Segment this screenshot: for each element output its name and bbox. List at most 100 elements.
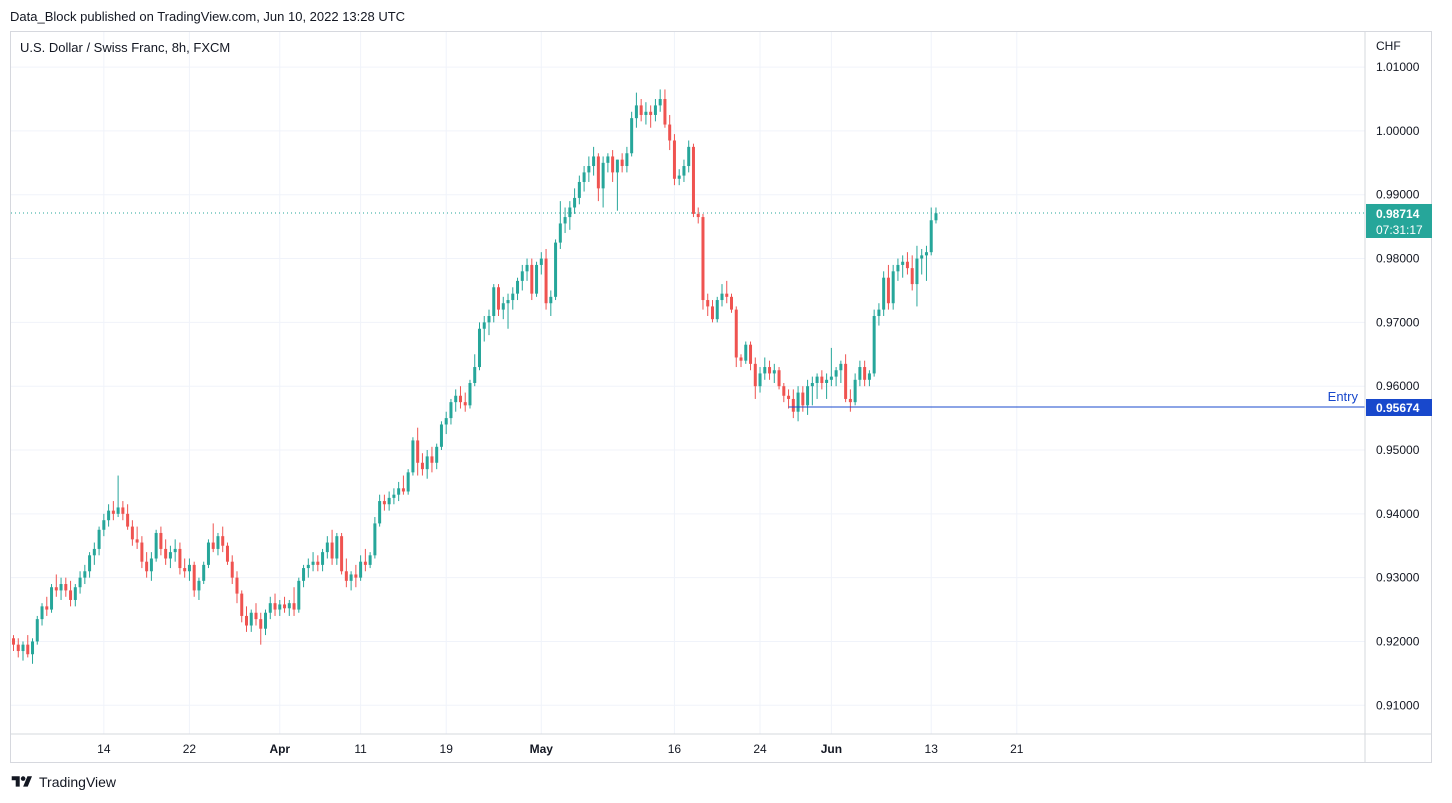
x-tick-label: Jun [821, 742, 842, 756]
candle [292, 587, 296, 616]
brand-name: TradingView [39, 774, 117, 790]
candle-body [97, 529, 101, 549]
candle-body [354, 574, 358, 578]
candle [787, 389, 791, 409]
candle-body [35, 619, 39, 642]
candle [439, 421, 443, 451]
entry-label: Entry [1328, 389, 1359, 404]
candle [810, 376, 814, 406]
candle [216, 532, 220, 556]
last-price-badge [1366, 203, 1432, 238]
last-price-value: 0.98714 [1376, 207, 1420, 221]
candle [758, 367, 762, 393]
candle-body [477, 328, 481, 368]
candle-body [801, 392, 805, 406]
candle-body [758, 373, 762, 387]
candle [321, 548, 325, 572]
candle-body [886, 277, 890, 304]
candle [772, 363, 776, 383]
candle-body [154, 532, 158, 559]
candle [97, 526, 101, 556]
candle-body [749, 344, 753, 364]
candle [658, 89, 662, 112]
candle-body [848, 398, 852, 403]
y-tick-label: 1.01000 [1376, 60, 1420, 74]
candle-body [197, 580, 201, 591]
candle [820, 370, 824, 390]
candle [121, 501, 125, 521]
candle-body [330, 542, 334, 559]
candle-body [772, 370, 776, 374]
candle [111, 501, 115, 521]
entry-price-badge [1366, 398, 1432, 416]
candle-body [644, 111, 648, 115]
candle-body [92, 548, 96, 556]
candle-body [88, 555, 92, 572]
candle-body [287, 603, 291, 609]
candle [582, 166, 586, 192]
candle [430, 446, 434, 473]
candle-body [121, 507, 125, 514]
candle-body [59, 584, 63, 591]
candle [801, 386, 805, 412]
candle [663, 89, 667, 128]
candle-body [663, 99, 667, 125]
candle [225, 542, 229, 565]
candle [730, 293, 734, 313]
candle [78, 571, 82, 594]
candle [882, 271, 886, 316]
candle-body [620, 159, 624, 167]
candle [401, 475, 405, 495]
candle [268, 596, 272, 620]
candle-body [54, 587, 58, 591]
candle [497, 284, 501, 316]
candle [145, 552, 149, 578]
candle-body [706, 300, 710, 307]
candle [64, 577, 68, 597]
candle-body [782, 386, 786, 396]
candle [254, 603, 258, 626]
candle [54, 574, 58, 597]
candle-body [606, 156, 610, 163]
candle-body [901, 261, 905, 265]
candle [454, 389, 458, 412]
candle [687, 140, 691, 173]
candle [601, 156, 605, 208]
candle [696, 207, 700, 224]
candle-body [492, 287, 496, 316]
candle-body [677, 175, 681, 179]
candle-body [278, 604, 282, 610]
candle-body [387, 497, 391, 505]
candle-body [50, 587, 54, 610]
candle-body [16, 644, 20, 652]
candle [149, 552, 153, 581]
candle [187, 558, 191, 581]
y-tick-label: 0.99000 [1376, 188, 1420, 202]
candle-body [535, 264, 539, 294]
candle [354, 564, 358, 588]
price-lines: Entry [11, 212, 1365, 408]
candle-body [321, 552, 325, 565]
candle-body [126, 513, 130, 527]
candle [520, 264, 524, 291]
x-tick-label: 21 [1010, 742, 1024, 756]
candle [706, 293, 710, 316]
candle-body [202, 564, 206, 581]
candle [387, 491, 391, 511]
candle [240, 590, 244, 623]
footer-brand[interactable]: TradingView [10, 774, 116, 790]
candle-body [264, 612, 268, 629]
candle [649, 105, 653, 128]
candle [563, 207, 567, 234]
candle-body [896, 264, 900, 272]
candle [653, 99, 657, 122]
candle [335, 532, 339, 565]
candle [173, 539, 177, 562]
candle [31, 638, 35, 664]
candle [796, 386, 800, 422]
candle-body [349, 574, 353, 581]
candle-body [187, 564, 191, 572]
candle-body [558, 223, 562, 243]
candle [596, 153, 600, 202]
